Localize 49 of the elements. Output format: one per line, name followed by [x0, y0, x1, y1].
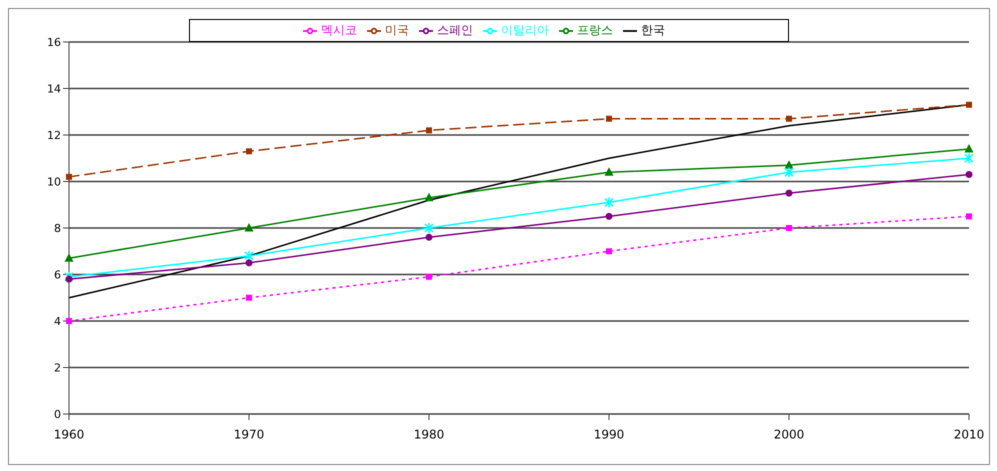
y-tick-label: 2 [54, 361, 61, 374]
y-tick-label: 10 [47, 175, 61, 188]
x-tick-label: 2000 [774, 428, 804, 442]
point [604, 167, 614, 176]
point [244, 250, 254, 262]
y-tick-label: 12 [47, 128, 61, 142]
point [426, 274, 432, 280]
point [246, 259, 252, 266]
y-tick-label: 0 [54, 408, 61, 421]
point [964, 152, 974, 164]
point [426, 127, 432, 134]
point [66, 276, 72, 283]
y-tick-label: 8 [54, 222, 61, 235]
point [606, 212, 612, 220]
y-tick-label: 4 [54, 314, 61, 328]
point [786, 225, 792, 231]
point [966, 102, 972, 108]
point [426, 234, 432, 241]
point [246, 294, 252, 301]
legend-label: 스페인 [437, 23, 473, 37]
point [786, 190, 792, 197]
point [64, 253, 74, 262]
legend-label: 한국 [641, 23, 665, 37]
legend-label: 멕시코 [321, 23, 357, 37]
legend-label: 미국 [385, 23, 409, 37]
point [244, 223, 254, 232]
point [784, 166, 794, 178]
x-tick-label: 2010 [954, 428, 984, 442]
y-tick-label: 16 [47, 36, 61, 49]
x-tick-label: 1980 [414, 428, 444, 442]
point [66, 318, 72, 324]
legend-label: 이탈리아 [501, 23, 549, 37]
point [786, 116, 792, 122]
point [964, 144, 974, 152]
y-tick-label: 6 [54, 268, 61, 282]
point [966, 171, 972, 178]
point [966, 213, 972, 220]
x-tick-label: 1970 [234, 428, 264, 442]
y-tick-label: 14 [47, 82, 61, 96]
point [66, 174, 72, 180]
point [606, 116, 612, 122]
x-tick-label: 1960 [54, 428, 84, 442]
x-tick-label: 1990 [594, 428, 624, 442]
point [606, 248, 612, 254]
point [424, 222, 434, 234]
point [424, 192, 434, 202]
point [246, 148, 252, 154]
point [604, 196, 614, 208]
legend-label: 프랑스 [577, 23, 613, 37]
